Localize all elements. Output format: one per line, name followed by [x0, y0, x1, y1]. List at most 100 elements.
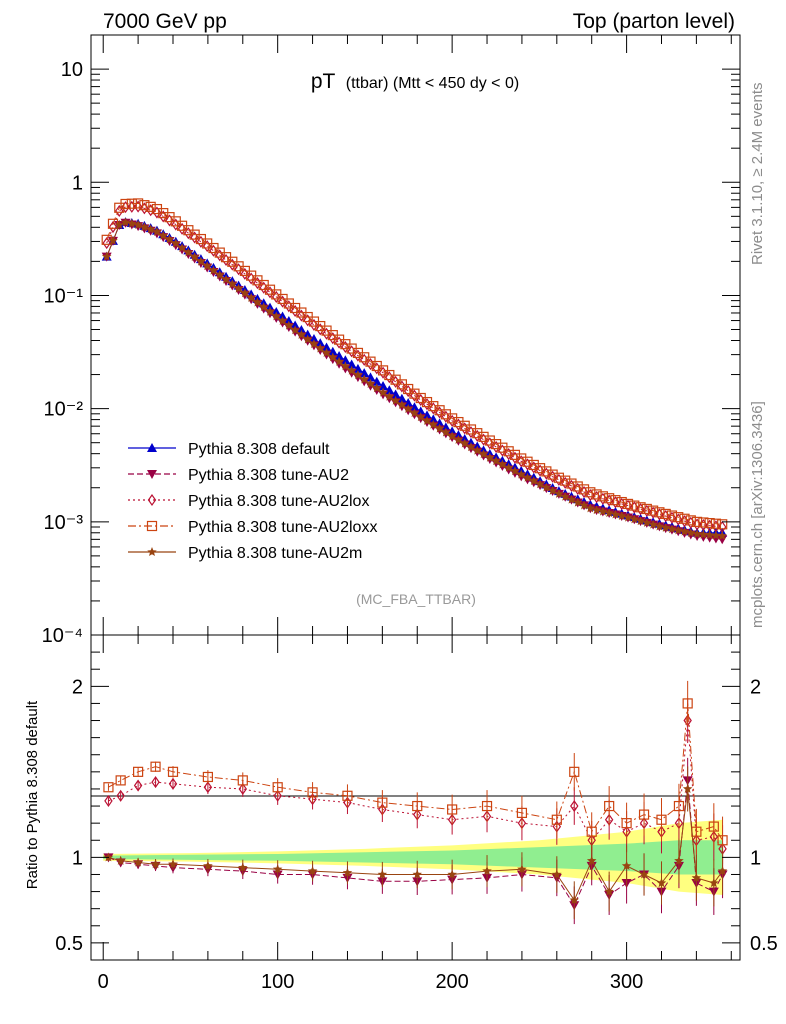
ratio-point	[308, 793, 317, 806]
data-point	[491, 439, 502, 450]
data-point	[115, 204, 124, 217]
data-point	[284, 320, 294, 330]
data-point	[139, 222, 150, 232]
data-point	[164, 234, 175, 244]
ratio-point	[151, 776, 160, 789]
data-point	[484, 435, 495, 446]
data-point	[240, 288, 250, 298]
data-point	[522, 456, 533, 467]
data-point	[346, 368, 357, 378]
ratio-point	[377, 869, 388, 879]
data-point	[629, 500, 640, 511]
data-point	[466, 442, 476, 452]
ratio-point	[552, 869, 562, 879]
series-line-AU2m	[106, 221, 723, 537]
data-point	[227, 279, 238, 289]
data-point	[145, 224, 156, 234]
y-tick-label: 1	[72, 172, 83, 194]
data-point	[472, 445, 483, 455]
data-point	[359, 353, 369, 366]
data-point	[296, 325, 307, 335]
data-point	[485, 452, 495, 462]
legend-marker	[147, 470, 157, 479]
data-point	[478, 449, 489, 459]
data-point	[258, 302, 269, 312]
data-point	[340, 361, 351, 371]
ratio-point	[237, 775, 248, 786]
legend-item-AU2loxx: Pythia 8.308 tune-AU2loxx	[128, 519, 377, 536]
ratio-point	[682, 698, 693, 709]
data-point	[535, 479, 545, 489]
y-tick-label: 10⁻¹	[44, 285, 84, 307]
data-point	[221, 274, 231, 284]
ratio-point	[482, 866, 492, 876]
ratio-point	[604, 800, 615, 812]
data-point	[321, 347, 332, 357]
legend-item-AU2lox: Pythia 8.308 tune-AU2lox	[128, 493, 369, 510]
header-left-label: 7000 GeV pp	[103, 10, 227, 33]
data-point	[648, 506, 658, 519]
data-point	[660, 522, 671, 532]
ratio-point	[656, 878, 667, 888]
data-point	[334, 356, 344, 366]
data-point	[641, 503, 652, 515]
data-point	[447, 413, 458, 424]
ratio-point	[150, 859, 161, 869]
data-point	[572, 497, 583, 507]
data-point	[428, 419, 439, 429]
data-point	[610, 509, 621, 519]
data-point	[578, 484, 590, 495]
ratio-point	[621, 818, 632, 829]
data-point	[120, 198, 131, 210]
ratio-point	[342, 867, 353, 877]
data-point	[635, 516, 646, 526]
data-point	[171, 238, 181, 248]
ratio-y-axis-label: Ratio to Pythia 8.308 default	[24, 700, 41, 889]
data-point	[277, 315, 288, 326]
data-point	[183, 247, 194, 257]
series-default	[101, 217, 728, 537]
ratio-point	[272, 782, 283, 793]
ratio-point	[717, 835, 728, 846]
data-point	[209, 244, 218, 257]
ratio-point	[103, 782, 114, 793]
ratio-point	[307, 866, 318, 876]
ratio-point	[203, 781, 213, 794]
ratio-point	[167, 766, 179, 777]
data-point	[447, 431, 457, 441]
data-point	[434, 423, 445, 433]
data-point	[252, 297, 263, 307]
data-point	[691, 516, 703, 527]
data-point	[598, 506, 608, 516]
data-point	[422, 415, 432, 425]
data-point	[554, 488, 564, 498]
data-point	[717, 530, 727, 540]
legend-item-AU2m: Pythia 8.308 tune-AU2m	[128, 545, 362, 562]
data-point	[196, 256, 206, 266]
data-point	[522, 472, 533, 482]
data-point	[108, 220, 118, 234]
data-point	[654, 521, 665, 531]
ratio-point	[516, 807, 528, 818]
data-point	[372, 383, 382, 393]
ratio-point	[639, 869, 649, 879]
data-point	[566, 478, 577, 489]
ratio-point	[656, 814, 667, 825]
data-point	[120, 217, 131, 227]
ratio-y-tick-label-right: 1	[750, 847, 761, 869]
ratio-point	[708, 821, 719, 832]
series-AU2loxx	[101, 198, 728, 530]
data-point	[541, 466, 552, 477]
data-point	[679, 513, 690, 524]
data-point	[290, 320, 301, 330]
data-point	[114, 220, 125, 230]
data-point	[591, 489, 602, 500]
ratio-point	[238, 782, 248, 795]
ratio-point	[569, 895, 580, 905]
data-point	[711, 530, 721, 540]
data-point	[340, 355, 351, 365]
data-point	[126, 198, 137, 209]
data-point	[560, 475, 571, 486]
ratio-point	[273, 789, 282, 802]
